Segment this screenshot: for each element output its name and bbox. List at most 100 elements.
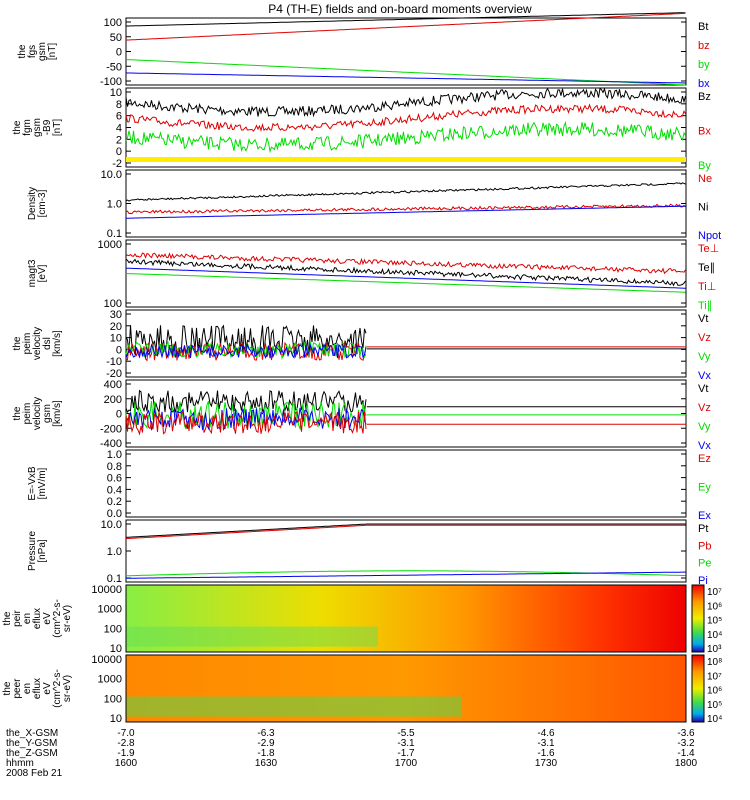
- ytick-label: 0.1: [107, 228, 122, 240]
- legend-bx: bx: [698, 78, 710, 90]
- trace-Vz: [125, 341, 367, 362]
- legend-Ti⊥: Ti⊥: [698, 281, 716, 293]
- trace-Bt: [126, 12, 686, 27]
- ytick-label: 10000: [91, 584, 122, 596]
- legend-Vx: Vx: [698, 370, 711, 382]
- ylabel-line: [mV/m]: [37, 467, 48, 499]
- colorbar-label: 10⁶: [707, 686, 722, 697]
- colorbar-label: 10³: [707, 644, 722, 655]
- frame-fgm: [125, 87, 687, 168]
- ylabel-line: sr-eV): [62, 605, 73, 632]
- legend-Ni: Ni: [698, 202, 708, 214]
- trace-Pb: [125, 524, 686, 540]
- ylabel-line: en: [22, 613, 33, 624]
- legend-Bt: Bt: [698, 21, 708, 33]
- ytick-label: 8: [116, 99, 122, 111]
- ytick-label: 10.0: [101, 169, 122, 181]
- legend-Vx: Vx: [698, 440, 711, 452]
- trace-Pi: [126, 571, 686, 579]
- trace-Vx: [125, 342, 367, 359]
- trace-Ne: [125, 203, 686, 215]
- ytick-label: 20: [110, 321, 122, 333]
- ephemeris-value: -3.6: [677, 728, 695, 739]
- ytick-label: 0.8: [107, 461, 122, 473]
- ytick-label: 10.0: [101, 519, 122, 531]
- ylabel-line: the: [12, 406, 23, 420]
- panel-pressure: Pressure [nPa] 10.0 1.0 0.1 Pt Pb Pe Pi: [27, 519, 711, 587]
- ephemeris-value: 1700: [395, 758, 418, 769]
- frame-pressure: [125, 519, 687, 583]
- ytick-label: 10: [110, 713, 122, 725]
- ephemeris-value: -1.6: [537, 748, 555, 759]
- ylabel-line: sr-eV): [62, 675, 73, 702]
- ylabel-line: E=-VxB: [27, 466, 38, 501]
- ylabel-line: [nT]: [47, 43, 58, 60]
- legend-Bx: Bx: [698, 126, 711, 138]
- ytick-label: 0.1: [107, 573, 122, 585]
- legend-Pt: Pt: [698, 523, 708, 535]
- ytick-label: 0.4: [107, 484, 122, 496]
- ylabel-line: the: [2, 681, 13, 695]
- ytick-label: 1.0: [107, 449, 122, 461]
- ylabel-line: fgm: [22, 119, 33, 136]
- ephemeris-value: -1.9: [117, 748, 135, 759]
- ephemeris-value: -1.8: [257, 748, 275, 759]
- ylabel-peer: the peer en eflux eV (cm^2-s-sr-eV): [2, 669, 73, 708]
- legend-Ez: Ez: [698, 453, 711, 465]
- ylabel-line: [nPa]: [37, 539, 48, 563]
- ylabel-line: [eV]: [37, 264, 48, 282]
- trace-Vy: [125, 400, 367, 431]
- ytick-label: 50: [110, 32, 122, 44]
- ylabel-line: dsl: [42, 337, 53, 350]
- legend-Ey: Ey: [698, 482, 711, 494]
- ytick-label: 10: [110, 333, 122, 345]
- ylabel-line: (cm^2-s-: [52, 669, 63, 708]
- legend-by: by: [698, 59, 710, 71]
- legend-Te∥: Te∥: [698, 262, 715, 274]
- frame-peer: [125, 654, 687, 723]
- ylabel-line: Pressure: [27, 531, 38, 571]
- ylabel-line: the: [17, 44, 28, 58]
- legend-Ti∥: Ti∥: [698, 300, 712, 312]
- ylabel-line: magt3: [27, 259, 38, 287]
- ylabel-line: [km/s]: [52, 400, 63, 427]
- ytick-label: 100: [104, 623, 122, 635]
- frame-density: [125, 169, 687, 238]
- ephemeris-value: 1600: [115, 758, 138, 769]
- trace-Ni: [125, 182, 686, 202]
- ytick-label: 1.0: [107, 199, 122, 211]
- trace-Te-par: [125, 258, 686, 287]
- ytick-label: 0.0: [107, 508, 122, 520]
- ytick-label: 400: [104, 379, 122, 391]
- panel-density: Density [cm-3] 10.0 1.0 0.1 Ne Ni Npot: [27, 169, 721, 242]
- trace-By: [125, 120, 686, 154]
- ytick-label: -50: [106, 61, 122, 73]
- panel-peer: the peer en eflux eV (cm^2-s-sr-eV) 10000 1000 1…: [2, 654, 722, 725]
- panel-fgs: the fgs gsm [nT] 100 50 0 -50 -100 Bt bz by bx: [17, 12, 710, 90]
- legend-Ne: Ne: [698, 173, 712, 185]
- ylabel-line: the: [12, 120, 23, 134]
- ylabel-density: Density [cm-3]: [27, 187, 48, 220]
- trace-bx: [125, 72, 686, 84]
- ephemeris-label: hhmm: [6, 758, 34, 769]
- ytick-label: 1000: [98, 604, 122, 616]
- ephemeris-value: -7.0: [117, 728, 135, 739]
- frame-peimgsm: [125, 379, 687, 448]
- ytick-label: 30: [110, 309, 122, 321]
- ephemeris-value: 1800: [675, 758, 698, 769]
- colorbar-label: 10⁸: [707, 657, 722, 668]
- legend-Pe: Pe: [698, 558, 711, 570]
- ylabel-line: fgs: [27, 45, 38, 58]
- ytick-label: 0.2: [107, 496, 122, 508]
- panel-efield: E=-VxB [mV/m] 1.00.80.60.40.20.0 Ez Ey Ex: [27, 449, 711, 522]
- ytick-label: -10: [106, 356, 122, 368]
- ylabel-pressure: Pressure [nPa]: [27, 531, 48, 571]
- ytick-label: 2: [116, 134, 122, 146]
- trace-Ti-perp: [125, 267, 686, 289]
- ephemeris-value: -4.6: [537, 728, 555, 739]
- ephemeris-value: -6.3: [257, 728, 275, 739]
- ylabel-line: peer: [12, 678, 23, 699]
- ytick-label: 0: [116, 47, 122, 59]
